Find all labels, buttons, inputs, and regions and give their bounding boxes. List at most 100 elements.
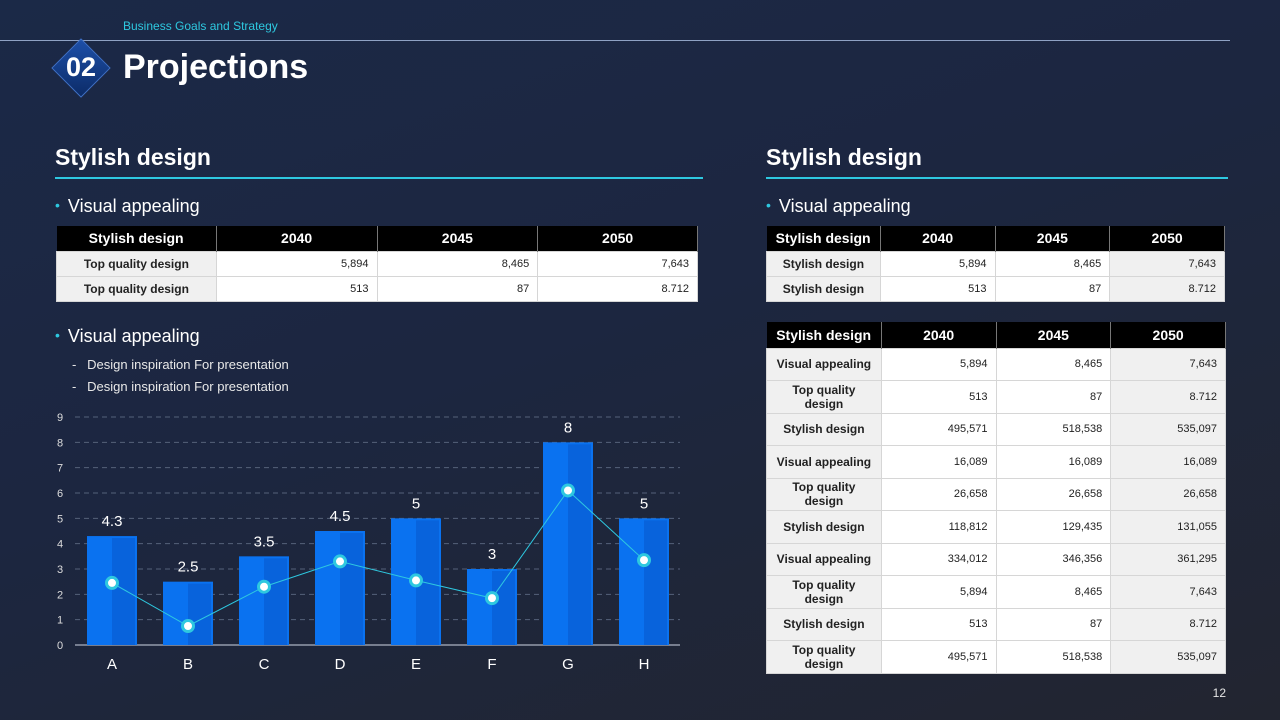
table-cell: 7,643 bbox=[1110, 347, 1226, 381]
table-cell: 361,295 bbox=[1110, 542, 1226, 576]
table-cell: 5,894 bbox=[880, 575, 997, 609]
table-row-label: Stylish design bbox=[766, 275, 881, 302]
table-cell: 131,055 bbox=[1110, 510, 1226, 544]
table-header-cell: Stylish design bbox=[766, 322, 882, 348]
table-cell: 518,538 bbox=[995, 412, 1112, 446]
section-number-badge: 02 bbox=[52, 39, 110, 97]
table-cell: 5,894 bbox=[215, 250, 378, 277]
data-label: 3 bbox=[488, 546, 496, 563]
y-tick-label: 6 bbox=[57, 488, 63, 500]
table-cell: 535,097 bbox=[1110, 640, 1226, 674]
table-row: Top quality design 5,894 8,465 7,643 bbox=[766, 575, 1226, 609]
table-row-label: Top quality design bbox=[766, 575, 882, 609]
table-header-cell: 2040 bbox=[216, 226, 378, 251]
table-cell: 513 bbox=[879, 275, 996, 302]
table-cell: 129,435 bbox=[995, 510, 1112, 544]
series-line bbox=[111, 489, 645, 627]
x-tick-label: D bbox=[335, 656, 346, 673]
right-bullet-1: • Visual appealing bbox=[766, 196, 911, 217]
bullet-dot-icon: • bbox=[55, 327, 60, 343]
table-cell: 495,571 bbox=[880, 412, 997, 446]
table-row-label: Top quality design bbox=[766, 380, 882, 414]
table-row: Visual appealing 16,089 16,089 16,089 bbox=[766, 445, 1226, 479]
left-section-title: Stylish design bbox=[55, 144, 703, 179]
bar-line-chart: 0 1 2 3 4 5 6 7 8 9 4.3 A 2.5 B 3.5 C 4.5 D 5 E 3 F 8 G 5 H bbox=[50, 405, 690, 675]
table-header-cell: 2045 bbox=[995, 226, 1111, 251]
header-divider bbox=[0, 40, 1230, 95]
table-cell: 513 bbox=[215, 275, 378, 302]
table-cell: 87 bbox=[994, 275, 1111, 302]
table-header-cell: 2040 bbox=[880, 226, 996, 251]
table-cell: 26,658 bbox=[995, 477, 1112, 511]
table-row: Stylish design 118,812 129,435 131,055 bbox=[766, 510, 1226, 544]
bar-shade-g bbox=[568, 444, 591, 645]
table-cell: 7,643 bbox=[1110, 575, 1226, 609]
table-header-cell: 2045 bbox=[996, 322, 1112, 348]
data-label: 5 bbox=[640, 495, 648, 512]
table-cell: 8,465 bbox=[995, 575, 1112, 609]
data-label: 2.5 bbox=[178, 559, 199, 576]
table-cell: 8,465 bbox=[376, 250, 539, 277]
table-cell: 5,894 bbox=[880, 347, 997, 381]
right-section-title: Stylish design bbox=[766, 144, 1228, 179]
table-cell: 7,643 bbox=[1109, 250, 1225, 277]
bar-shade-h bbox=[644, 520, 667, 645]
line-point bbox=[181, 619, 195, 633]
table-cell: 87 bbox=[376, 275, 539, 302]
x-tick-label: A bbox=[107, 656, 117, 673]
data-label: 4.3 bbox=[102, 513, 123, 530]
table-cell: 87 bbox=[995, 607, 1112, 641]
table-cell: 7,643 bbox=[537, 250, 698, 277]
table-row: Visual appealing 5,894 8,465 7,643 bbox=[766, 347, 1226, 381]
section-number: 02 bbox=[65, 52, 97, 82]
x-tick-label: E bbox=[411, 656, 421, 673]
y-tick-label: 9 bbox=[57, 412, 63, 424]
table-header-cell: Stylish design bbox=[766, 226, 881, 251]
table-row-label: Stylish design bbox=[766, 250, 881, 277]
bar-shade-d bbox=[340, 533, 363, 645]
table-cell: 26,658 bbox=[1110, 477, 1226, 511]
y-tick-label: 7 bbox=[57, 463, 63, 475]
table-cell: 346,356 bbox=[995, 542, 1112, 576]
table-cell: 334,012 bbox=[880, 542, 997, 576]
y-tick-label: 4 bbox=[57, 539, 63, 551]
table-cell: 495,571 bbox=[880, 640, 997, 674]
line-point bbox=[257, 579, 271, 594]
table-header-cell: 2040 bbox=[881, 322, 997, 348]
left-bullet-1-text: Visual appealing bbox=[67, 196, 200, 216]
sub-bullet-1: - Design inspiration For presentation bbox=[72, 357, 289, 372]
table-row-label: Stylish design bbox=[766, 607, 882, 641]
x-tick-label: C bbox=[259, 656, 270, 673]
table-cell: 16,089 bbox=[1110, 445, 1226, 479]
chart-canvas: 0 1 2 3 4 5 6 7 8 9 4.3 A 2.5 B 3.5 C 4.5 D 5 E 3 F 8 G 5 H bbox=[57, 412, 680, 673]
x-tick-label: H bbox=[639, 656, 650, 673]
line-point bbox=[637, 553, 651, 568]
table-header-cell: 2045 bbox=[377, 226, 539, 251]
table-header-cell: Stylish design bbox=[56, 226, 217, 251]
y-tick-label: 1 bbox=[57, 615, 63, 627]
y-tick-label: 0 bbox=[57, 640, 63, 652]
table-row-label: Top quality design bbox=[56, 250, 217, 277]
right-table-1: Stylish design 2040 2045 2050 Stylish design… bbox=[766, 226, 1225, 302]
table-row-label: Top quality design bbox=[766, 477, 882, 511]
table-row: Stylish design 513 87 8.712 bbox=[766, 275, 1225, 302]
data-label: 8 bbox=[564, 419, 572, 436]
table-cell: 8.712 bbox=[537, 275, 698, 302]
line-point bbox=[561, 483, 575, 498]
left-bullet-2: • Visual appealing bbox=[55, 326, 200, 347]
table-row: Top quality design 26,658 26,658 26,658 bbox=[766, 477, 1226, 511]
table-header-cell: 2050 bbox=[1109, 226, 1225, 251]
sub-bullet-2: - Design inspiration For presentation bbox=[72, 379, 289, 394]
right-bullet-1-text: Visual appealing bbox=[778, 196, 911, 216]
y-tick-label: 8 bbox=[57, 437, 63, 449]
table-row-label: Visual appealing bbox=[766, 347, 882, 381]
table-header-row: Stylish design 2040 2045 2050 bbox=[56, 226, 698, 251]
header-subtitle: Business Goals and Strategy bbox=[123, 19, 278, 33]
bar-shade-b bbox=[188, 583, 211, 645]
table-row: Stylish design 5,894 8,465 7,643 bbox=[766, 250, 1225, 277]
line-point bbox=[105, 575, 119, 590]
table-cell: 16,089 bbox=[880, 445, 997, 479]
table-row-label: Visual appealing bbox=[766, 445, 882, 479]
sub-bullet-1-text: Design inspiration For presentation bbox=[87, 357, 289, 372]
left-table: Stylish design 2040 2045 2050 Top quality de… bbox=[56, 226, 698, 302]
